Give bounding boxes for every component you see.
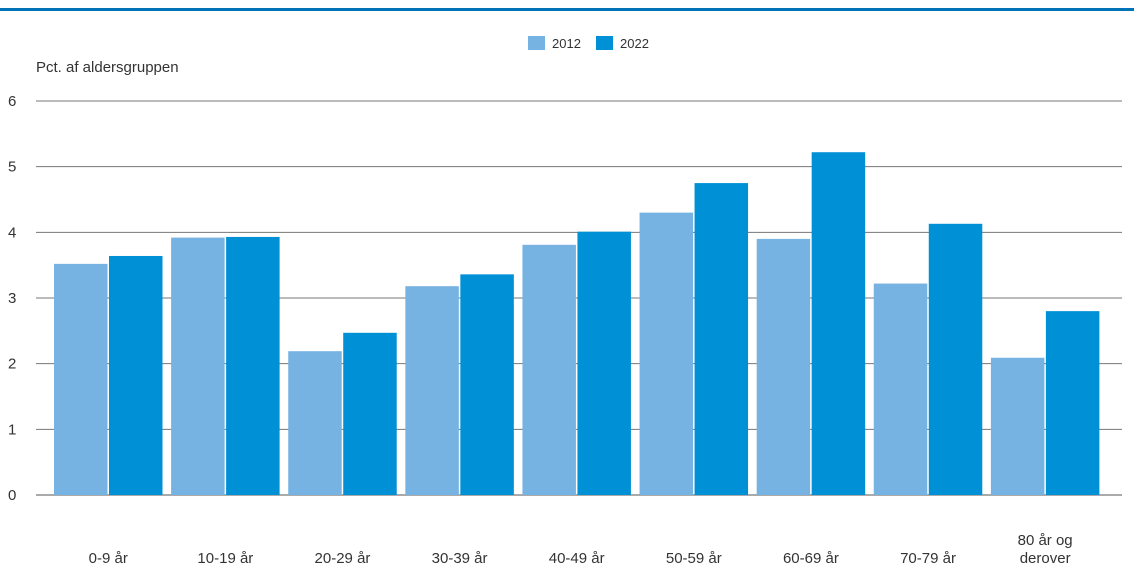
x-tick-label: 70-79 år (900, 550, 956, 567)
bar-2022-8 (1045, 311, 1100, 495)
x-tick-label: 0-9 år (89, 550, 128, 567)
bar-2012-2 (288, 351, 342, 495)
legend-label-2022: 2022 (620, 36, 649, 51)
y-tick-label: 4 (8, 224, 16, 241)
x-tick-label-line: derover (1020, 550, 1071, 567)
bar-2022-4 (577, 231, 631, 495)
bar-2022-0 (109, 255, 163, 495)
y-axis-label: Pct. af aldersgruppen (36, 59, 179, 76)
y-tick-label: 6 (8, 93, 16, 110)
x-tick-label: 60-69 år (783, 550, 839, 567)
bar-2022-2 (343, 332, 397, 495)
bar-2012-4 (522, 244, 576, 495)
y-tick-label: 3 (8, 290, 16, 307)
bar-2012-1 (171, 237, 225, 495)
bar-2012-3 (405, 286, 459, 495)
bar-2022-6 (811, 152, 866, 495)
legend-label-2012: 2012 (552, 36, 581, 51)
title-rule (0, 8, 1134, 11)
y-tick-label: 1 (8, 421, 16, 438)
legend-swatch-2012 (528, 36, 545, 50)
bar-2022-1 (226, 236, 280, 495)
bar-2022-5 (694, 183, 749, 496)
bar-2012-5 (639, 212, 694, 495)
x-tick-label: 20-29 år (315, 550, 371, 567)
bar-2012-7 (873, 283, 928, 495)
x-tick-label: 40-49 år (549, 550, 605, 567)
bar-2022-7 (928, 223, 983, 495)
x-tick-label-line: 80 år og (1018, 532, 1073, 549)
bar-2012-6 (756, 238, 811, 495)
x-tick-label: 10-19 år (197, 550, 253, 567)
x-tick-label: 80 år og derover (1018, 532, 1073, 567)
y-tick-label: 0 (8, 487, 16, 504)
title-strip (0, 0, 1134, 20)
y-tick-label: 5 (8, 159, 16, 176)
bar-2022-3 (460, 274, 514, 495)
x-tick-label: 30-39 år (432, 550, 488, 567)
legend-swatch-2022 (596, 36, 613, 50)
bar-2012-0 (54, 263, 108, 495)
x-tick-label: 50-59 år (666, 550, 722, 567)
y-tick-label: 2 (8, 356, 16, 373)
bar-2012-8 (990, 357, 1045, 495)
